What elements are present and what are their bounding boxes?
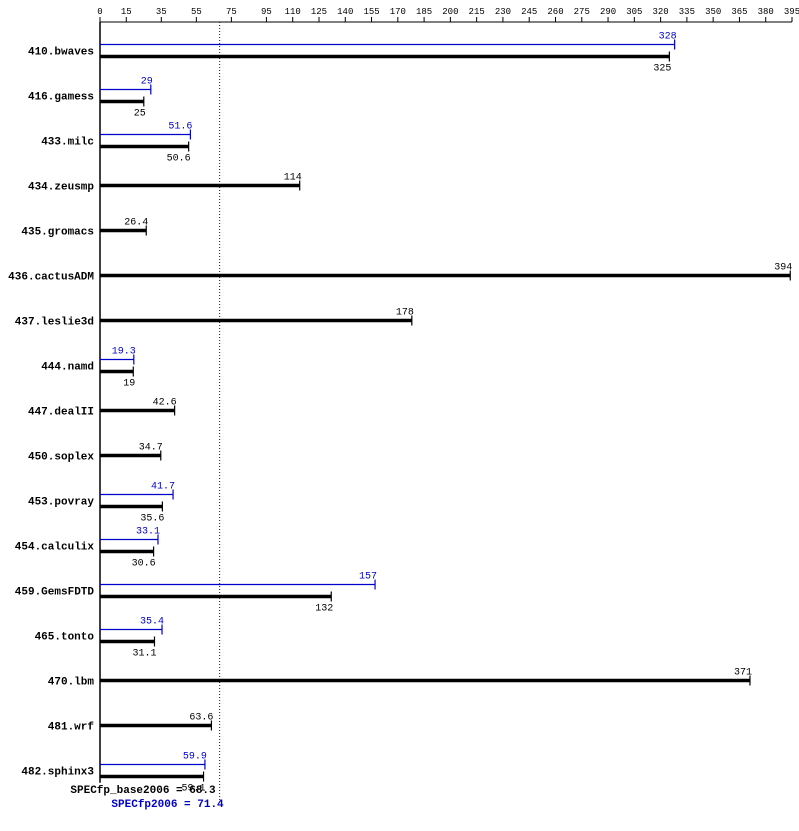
axis-tick-label: 365 (731, 7, 747, 17)
axis-tick-label: 275 (574, 7, 590, 17)
benchmark-label: 454.calculix (15, 542, 95, 554)
benchmark-label: 437.leslie3d (15, 317, 94, 329)
axis-tick-label: 55 (191, 7, 202, 17)
base-value-label: 25 (134, 109, 146, 120)
benchmark-label: 436.cactusADM (8, 272, 94, 284)
axis-tick-label: 185 (416, 7, 432, 17)
axis-tick-label: 305 (626, 7, 642, 17)
peak-value-label: 29 (141, 77, 153, 88)
axis-tick-label: 215 (469, 7, 485, 17)
peak-value-label: 59.9 (183, 752, 207, 763)
axis-tick-label: 140 (337, 7, 353, 17)
benchmark-label: 459.GemsFDTD (15, 587, 95, 599)
base-value-label: 35.6 (140, 514, 164, 525)
base-value-label: 132 (315, 604, 333, 615)
axis-tick-label: 110 (285, 7, 301, 17)
axis-tick-label: 75 (226, 7, 237, 17)
benchmark-label: 481.wrf (48, 722, 95, 734)
base-value-label: 31.1 (132, 649, 156, 660)
base-value-label: 30.6 (132, 559, 156, 570)
axis-tick-label: 155 (363, 7, 379, 17)
axis-tick-label: 230 (495, 7, 511, 17)
footer-peak-label: SPECfp2006 = 71.4 (111, 799, 224, 811)
axis-tick-label: 335 (679, 7, 695, 17)
axis-tick-label: 0 (97, 7, 102, 17)
peak-value-label: 328 (659, 32, 677, 43)
benchmark-label: 416.gamess (28, 92, 94, 104)
peak-value-label: 41.7 (151, 482, 175, 493)
benchmark-label: 470.lbm (48, 677, 95, 689)
base-value-label: 63.6 (189, 713, 213, 724)
axis-tick-label: 395 (784, 7, 799, 17)
axis-tick-label: 320 (653, 7, 669, 17)
base-value-label: 371 (734, 668, 752, 679)
benchmark-label: 453.povray (28, 497, 94, 509)
benchmark-label: 465.tonto (35, 632, 95, 644)
base-value-label: 26.4 (124, 218, 148, 229)
peak-value-label: 35.4 (140, 617, 164, 628)
axis-tick-label: 35 (156, 7, 167, 17)
axis-tick-label: 290 (600, 7, 616, 17)
base-value-label: 34.7 (139, 443, 163, 454)
base-value-label: 19 (123, 379, 135, 390)
chart-background (0, 0, 799, 831)
benchmark-label: 482.sphinx3 (21, 767, 94, 779)
axis-tick-label: 260 (547, 7, 563, 17)
axis-tick-label: 200 (442, 7, 458, 17)
axis-tick-label: 95 (261, 7, 272, 17)
benchmark-label: 410.bwaves (28, 47, 94, 59)
peak-value-label: 51.6 (168, 122, 192, 133)
base-value-label: 325 (653, 64, 671, 75)
axis-tick-label: 15 (121, 7, 132, 17)
axis-tick-label: 170 (390, 7, 406, 17)
axis-tick-label: 350 (705, 7, 721, 17)
benchmark-label: 447.dealII (28, 407, 94, 419)
peak-value-label: 19.3 (112, 347, 136, 358)
benchmark-label: 434.zeusmp (28, 182, 94, 194)
axis-tick-label: 380 (758, 7, 774, 17)
base-value-label: 394 (774, 263, 792, 274)
footer-base-label: SPECfp_base2006 = 68.3 (70, 785, 216, 797)
base-value-label: 42.6 (153, 398, 177, 409)
benchmark-label: 450.soplex (28, 452, 94, 464)
benchmark-label: 444.namd (41, 362, 94, 374)
base-value-label: 50.6 (167, 154, 191, 165)
benchmark-label: 433.milc (41, 137, 94, 149)
peak-value-label: 157 (359, 572, 377, 583)
benchmark-label: 435.gromacs (21, 227, 94, 239)
axis-tick-label: 245 (521, 7, 537, 17)
peak-value-label: 33.1 (136, 527, 160, 538)
base-value-label: 114 (284, 173, 302, 184)
base-value-label: 178 (396, 308, 414, 319)
axis-tick-label: 125 (311, 7, 327, 17)
